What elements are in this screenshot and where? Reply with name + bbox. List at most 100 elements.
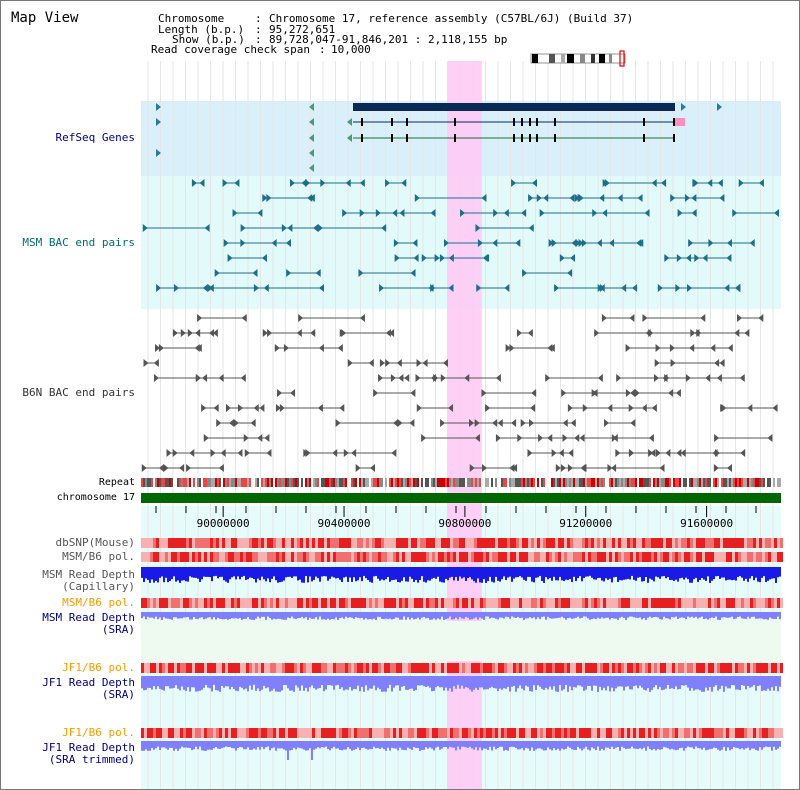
depth-bar <box>509 741 511 747</box>
strip-cell <box>741 538 744 548</box>
strip-cell <box>336 728 339 738</box>
repeat-segment <box>703 478 705 487</box>
strip-cell <box>348 552 351 562</box>
strip-cell <box>684 598 687 608</box>
track-label-repeat[interactable]: Repeat <box>98 477 135 488</box>
depth-bar <box>435 676 437 688</box>
depth-bar <box>545 612 547 620</box>
track-label-refseq[interactable]: RefSeq Genes <box>55 131 135 144</box>
repeat-segment <box>435 478 437 487</box>
repeat-segment <box>173 478 175 487</box>
depth-bar <box>367 612 369 620</box>
track-label-msm-depth-sra[interactable]: MSM Read Depth <box>42 611 135 624</box>
depth-bar <box>571 612 573 619</box>
b6n-bac-pair <box>355 464 376 472</box>
track-label-msm-depth-cap[interactable]: MSM Read Depth <box>42 568 135 581</box>
repeat-segment <box>721 478 723 487</box>
depth-bar <box>641 612 643 620</box>
repeat-segment <box>513 478 515 487</box>
depth-bar <box>391 676 393 692</box>
depth-bar <box>683 676 685 686</box>
strip-cell <box>669 538 672 548</box>
strip-cell <box>429 663 432 673</box>
depth-bar <box>189 676 191 692</box>
track-label-jf1-depth-sra[interactable]: JF1 Read Depth <box>42 676 135 689</box>
depth-bar <box>593 676 595 686</box>
strip-cell <box>330 728 333 738</box>
depth-bar <box>569 676 571 687</box>
track-label-msm-bac[interactable]: MSM BAC end pairs <box>22 236 135 249</box>
depth-bar <box>555 676 557 692</box>
repeat-segment <box>501 478 503 487</box>
pair-end-left <box>459 209 465 217</box>
strip-cell <box>345 663 348 673</box>
depth-bar <box>447 676 449 691</box>
strip-cell <box>276 728 279 738</box>
strip-cell <box>186 552 189 562</box>
depth-bar <box>445 567 447 579</box>
depth-bar <box>755 567 757 578</box>
strip-cell <box>555 552 558 562</box>
track-label-msm-b6-pol-2[interactable]: MSM/B6 pol. <box>62 596 135 609</box>
repeat-segment <box>647 478 649 487</box>
depth-bar <box>653 741 655 749</box>
depth-bar <box>469 567 471 578</box>
strip-cell <box>501 598 504 608</box>
depth-bar <box>489 567 491 577</box>
depth-bar <box>519 676 521 686</box>
track-label-dbsnp[interactable]: dbSNP(Mouse) <box>55 536 135 549</box>
depth-bar <box>155 676 157 690</box>
depth-bar <box>659 612 661 620</box>
depth-bar <box>685 567 687 578</box>
depth-bar <box>575 676 577 688</box>
strip-cell <box>642 552 645 562</box>
depth-bar <box>361 567 363 582</box>
strip-cell <box>540 538 543 548</box>
depth-bar <box>427 676 429 687</box>
pair-end-left <box>625 344 631 352</box>
track-label-b6n-bac[interactable]: B6N BAC end pairs <box>22 386 135 399</box>
repeat-segment <box>625 478 627 487</box>
pair-end-left <box>687 284 693 292</box>
pair-end-left <box>575 239 581 247</box>
strip-cell <box>498 663 501 673</box>
track-label-jf1-depth-trim[interactable]: JF1 Read Depth <box>42 741 135 754</box>
strip-cell <box>195 538 198 548</box>
depth-bar <box>483 741 485 749</box>
strip-cell <box>240 598 243 608</box>
depth-bar <box>345 741 347 750</box>
depth-bar <box>151 567 153 580</box>
pair-end-left <box>603 419 609 427</box>
depth-bar <box>383 612 385 620</box>
depth-bar <box>465 741 467 748</box>
strip-cell <box>582 538 585 548</box>
depth-bar <box>175 741 177 749</box>
depth-bar <box>281 612 283 620</box>
b6n-bac-pair <box>275 404 323 412</box>
track-label-jf1-b6-pol-2[interactable]: JF1/B6 pol. <box>62 726 135 739</box>
track-label-jf1-b6-pol-1[interactable]: JF1/B6 pol. <box>62 661 135 674</box>
strip-cell <box>696 552 699 562</box>
pair-end-right <box>229 419 235 427</box>
strip-cell <box>207 663 210 673</box>
repeat-segment <box>327 478 329 487</box>
depth-bar <box>713 612 715 618</box>
track-label-msm-b6-pol-1[interactable]: MSM/B6 pol. <box>62 550 135 563</box>
pair-end-right <box>287 224 293 232</box>
depth-bar <box>495 741 497 750</box>
depth-bar <box>563 741 565 750</box>
depth-bar <box>519 741 521 750</box>
depth-bar <box>423 612 425 617</box>
depth-bar <box>311 676 313 686</box>
repeat-segment <box>355 478 357 487</box>
repeat-segment <box>147 478 149 487</box>
strip-cell <box>321 598 324 608</box>
depth-bar <box>409 612 411 620</box>
strip-cell <box>162 538 165 548</box>
strip-cell <box>669 598 672 608</box>
repeat-segment <box>459 478 461 487</box>
strip-cell <box>381 538 384 548</box>
depth-bar <box>627 612 629 618</box>
depth-bar <box>771 676 773 688</box>
